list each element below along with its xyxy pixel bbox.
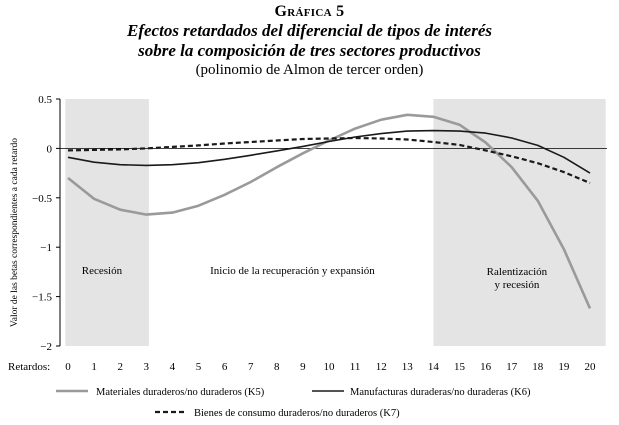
series-line-k5 bbox=[67, 113, 592, 310]
chart-annotation-1: Inicio de la recuperación y expansión bbox=[210, 265, 375, 277]
y-tick-label: −2 bbox=[40, 341, 52, 353]
x-tick-label: 17 bbox=[506, 361, 518, 373]
x-tick-label: 15 bbox=[454, 361, 466, 373]
x-tick-label: 1 bbox=[91, 361, 97, 373]
figure-subtitle: (polinomio de Almon de tercer orden) bbox=[195, 62, 424, 78]
y-tick-label: −0.5 bbox=[32, 193, 52, 205]
region-labels: Recesión Ralentización y recesión Inicio de… bbox=[82, 265, 548, 291]
shaded-region-label-2: Ralentización y recesión bbox=[487, 266, 548, 291]
figure-title-line2: sobre la composición de tres sectores pr… bbox=[138, 41, 481, 60]
x-tick-label: 2 bbox=[117, 361, 123, 373]
shaded-regions bbox=[65, 99, 606, 346]
legend-label-k7: Bienes de consumo duraderos/no duraderos… bbox=[194, 408, 400, 419]
shaded-region-label-line: Recesión bbox=[82, 265, 123, 277]
x-tick-label: 5 bbox=[196, 361, 202, 373]
y-tick-label: −1 bbox=[40, 242, 52, 254]
shaded-region-1 bbox=[65, 99, 149, 346]
shaded-region-2 bbox=[433, 99, 606, 346]
x-tick-label: 11 bbox=[350, 361, 361, 373]
x-tick-label: 18 bbox=[532, 361, 544, 373]
shaded-region-label-1: Recesión bbox=[82, 265, 123, 277]
y-tick-label: −1.5 bbox=[32, 292, 52, 304]
x-tick-label: 12 bbox=[376, 361, 387, 373]
figure-title-line1: Efectos retardados del diferencial de ti… bbox=[127, 21, 492, 40]
x-tick-label: 20 bbox=[585, 361, 597, 373]
x-tick-label: 14 bbox=[428, 361, 440, 373]
legend: Materiales duraderos/no duraderos (K5) Ma… bbox=[56, 387, 531, 419]
y-tick-label: 0.5 bbox=[38, 94, 52, 106]
shaded-region-label-line: y recesión bbox=[494, 279, 539, 291]
series-line-k6 bbox=[67, 129, 591, 174]
x-tick-label: 9 bbox=[300, 361, 306, 373]
x-tick-label: 0 bbox=[65, 361, 71, 373]
x-tick-label: 7 bbox=[248, 361, 254, 373]
x-tick-label: 8 bbox=[274, 361, 280, 373]
x-tick-label: 4 bbox=[170, 361, 176, 373]
series-line-k7 bbox=[67, 136, 591, 185]
x-tick-label: 19 bbox=[558, 361, 570, 373]
x-tick-label: 3 bbox=[144, 361, 150, 373]
x-tick-label: 16 bbox=[480, 361, 492, 373]
shaded-region-label-line: Ralentización bbox=[487, 266, 548, 278]
legend-label-k5: Materiales duraderos/no duraderos (K5) bbox=[96, 387, 265, 398]
legend-label-k6: Manufacturas duraderas/no duraderas (K6) bbox=[350, 387, 531, 398]
x-axis-title: Retardos: bbox=[8, 361, 50, 373]
x-tick-label: 6 bbox=[222, 361, 228, 373]
series-lines bbox=[67, 113, 592, 310]
figure-title-block: Gráfica 5 Efectos retardados del diferen… bbox=[0, 2, 619, 79]
chart-axes: 0.5 0 −0.5 −1 −1.5 −2 Valor de las betas corre… bbox=[8, 94, 607, 373]
figure-label: Gráfica 5 bbox=[274, 3, 345, 20]
y-tick-label: 0 bbox=[47, 143, 53, 155]
x-tick-label: 13 bbox=[402, 361, 414, 373]
x-tick-label: 10 bbox=[324, 361, 336, 373]
y-axis-title: Valor de las betas correspondientes a ca… bbox=[10, 138, 20, 327]
